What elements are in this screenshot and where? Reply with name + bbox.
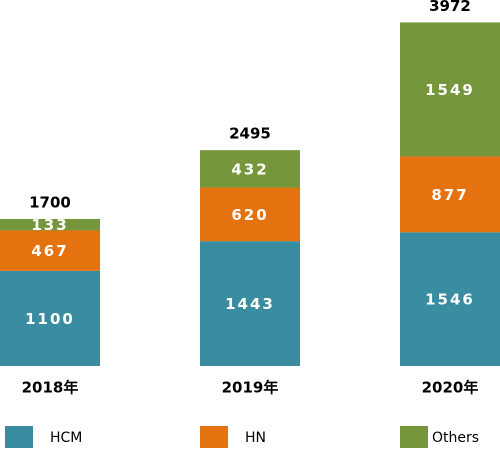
value-label: 1443 — [225, 295, 275, 313]
value-label: 1549 — [425, 81, 475, 99]
value-label: 1100 — [25, 310, 75, 328]
legend-label: HCM — [50, 430, 82, 446]
bar-segment — [400, 232, 500, 366]
bar-segment — [200, 187, 300, 242]
total-label: 1700 — [29, 193, 71, 211]
x-tick-label: 2020年 — [422, 379, 479, 397]
total-label: 2495 — [229, 125, 271, 143]
bar-segment — [0, 218, 100, 231]
legend-label: Others — [432, 430, 479, 446]
legend-swatch — [400, 426, 428, 448]
value-label: 1546 — [425, 291, 475, 309]
bar-segment — [400, 156, 500, 233]
total-label: 3972 — [429, 0, 471, 15]
bar-segment — [200, 150, 300, 188]
legend-swatch — [5, 426, 33, 448]
bar-segment — [0, 230, 100, 271]
value-label: 467 — [31, 242, 68, 260]
bar-segment — [0, 270, 100, 366]
x-tick-label: 2019年 — [222, 379, 279, 397]
value-label: 877 — [431, 186, 468, 204]
value-label: 133 — [31, 216, 68, 234]
legend-swatch — [200, 426, 228, 448]
bar-segment — [200, 241, 300, 366]
legend-label: HN — [245, 430, 266, 446]
value-label: 432 — [231, 160, 268, 178]
value-label: 620 — [231, 206, 268, 224]
bar-segment — [400, 22, 500, 157]
x-tick-label: 2018年 — [22, 379, 79, 397]
